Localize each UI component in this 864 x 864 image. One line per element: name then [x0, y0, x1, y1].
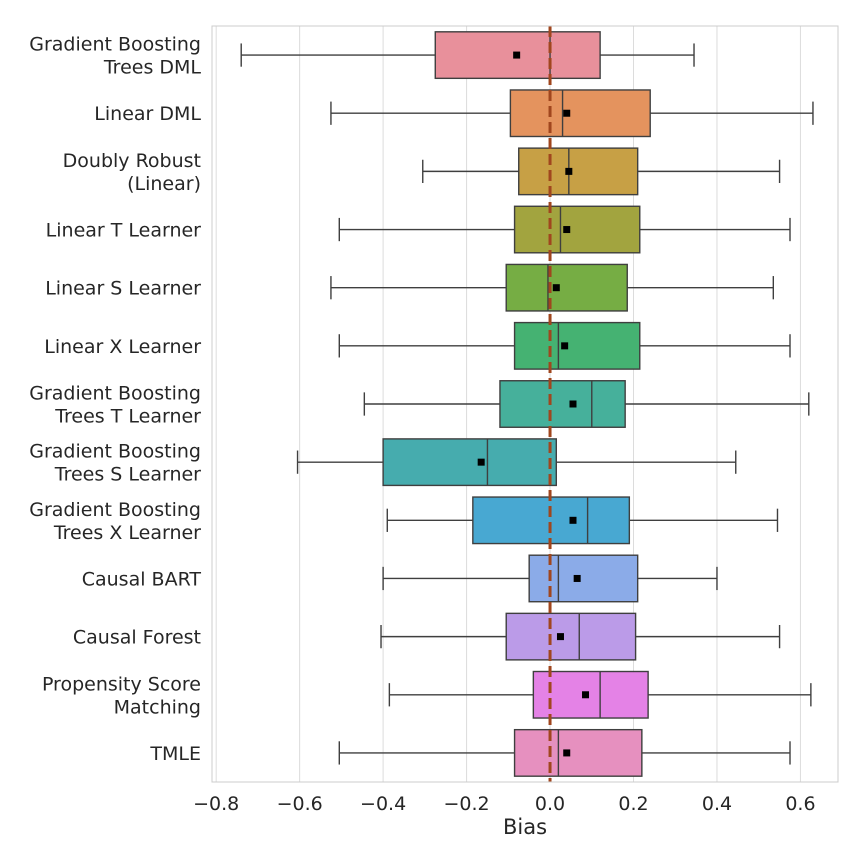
mean-marker [563, 749, 571, 757]
y-tick-label-line: TMLE [149, 743, 201, 765]
iqr-box [382, 438, 557, 487]
plot-frame [211, 25, 839, 783]
iqr-box [499, 380, 626, 428]
y-tick-label: Gradient Boosting Trees S Learner [29, 441, 201, 486]
y-tick-label: Gradient Boosting Trees T Learner [29, 383, 201, 428]
x-tick-label: −0.4 [360, 793, 406, 815]
x-axis-label: Bias [503, 815, 547, 839]
y-tick-label-line: Doubly Robust [63, 150, 201, 172]
box-group [338, 728, 791, 777]
iqr-box [513, 321, 641, 370]
y-tick-label-line: Propensity Score [42, 673, 201, 695]
y-tick-label-line: Linear S Learner [45, 278, 201, 300]
y-tick-label-line: Linear T Learner [46, 220, 202, 242]
iqr-box [505, 263, 628, 312]
y-tick-label: TMLE [149, 743, 201, 765]
mean-marker [556, 633, 564, 641]
y-tick-label-line: Linear X Learner [44, 336, 201, 358]
iqr-box [472, 496, 631, 545]
y-tick-label: Linear T Learner [46, 220, 202, 242]
y-tick-label: Linear X Learner [44, 336, 201, 358]
box-group [338, 321, 791, 370]
box-group [380, 612, 781, 661]
mean-marker [565, 167, 573, 175]
y-tick-label-line: Causal BART [82, 568, 202, 590]
x-tick-label: −0.8 [193, 793, 239, 815]
x-tick-label: 0.4 [702, 793, 732, 815]
x-tick-label: −0.6 [277, 793, 323, 815]
y-tick-label-line: Gradient Boosting [29, 383, 201, 405]
y-tick-label: Causal BART [82, 568, 202, 590]
y-tick-label: Linear S Learner [45, 278, 201, 300]
box-group [382, 554, 718, 603]
box-group [338, 205, 791, 254]
iqr-box [532, 670, 649, 719]
x-tick-label: 0.6 [785, 793, 815, 815]
y-tick-label-line: Trees T Learner [54, 406, 201, 428]
mean-marker [569, 516, 577, 524]
iqr-box [513, 205, 641, 254]
y-tick-label: Gradient Boosting Trees X Learner [29, 499, 201, 544]
y-tick-label: Linear DML [94, 103, 201, 125]
iqr-box [528, 554, 639, 603]
iqr-box [513, 728, 643, 777]
box-group [240, 31, 695, 80]
y-tick-label-line: Gradient Boosting [29, 499, 201, 521]
mean-marker [513, 51, 521, 59]
box-group [330, 89, 814, 138]
y-tick-label-line: Trees X Learner [53, 522, 201, 544]
y-tick-label-line: Matching [114, 696, 201, 718]
mean-marker [552, 284, 560, 292]
x-tick-labels: −0.8 −0.6 −0.4 −0.2 0.0 0.2 0.4 0.6 [193, 793, 815, 815]
box-group [388, 670, 812, 719]
y-tick-label-line: Linear DML [94, 103, 201, 125]
box-series [240, 31, 814, 777]
y-tick-label-line: Gradient Boosting [29, 441, 201, 463]
box-group [386, 496, 779, 545]
iqr-box [505, 612, 637, 661]
box-group [363, 380, 810, 428]
y-tick-label: Gradient Boosting Trees DML [29, 34, 201, 79]
mean-marker [569, 400, 577, 408]
mean-marker [561, 342, 569, 350]
x-tick-label: −0.2 [444, 793, 490, 815]
y-tick-label-line: Trees DML [103, 57, 202, 79]
y-tick-label: Doubly Robust (Linear) [63, 150, 201, 195]
mean-marker [573, 574, 581, 582]
box-group [330, 263, 775, 312]
iqr-box [509, 89, 651, 138]
y-tick-label-line: (Linear) [127, 173, 201, 195]
mean-marker [563, 109, 571, 117]
mean-marker [477, 458, 485, 466]
iqr-box [518, 147, 639, 196]
y-tick-label-line: Trees S Learner [54, 464, 201, 486]
y-tick-label-line: Gradient Boosting [29, 34, 201, 56]
mean-marker [563, 226, 571, 234]
x-tick-label: 0.0 [535, 793, 565, 815]
y-tick-label-line: Causal Forest [73, 627, 201, 649]
mean-marker [582, 691, 590, 699]
box-group [422, 147, 781, 196]
box-group [296, 438, 737, 487]
y-tick-label: Causal Forest [73, 627, 201, 649]
y-tick-label: Propensity Score Matching [42, 673, 201, 718]
x-tick-label: 0.2 [618, 793, 648, 815]
